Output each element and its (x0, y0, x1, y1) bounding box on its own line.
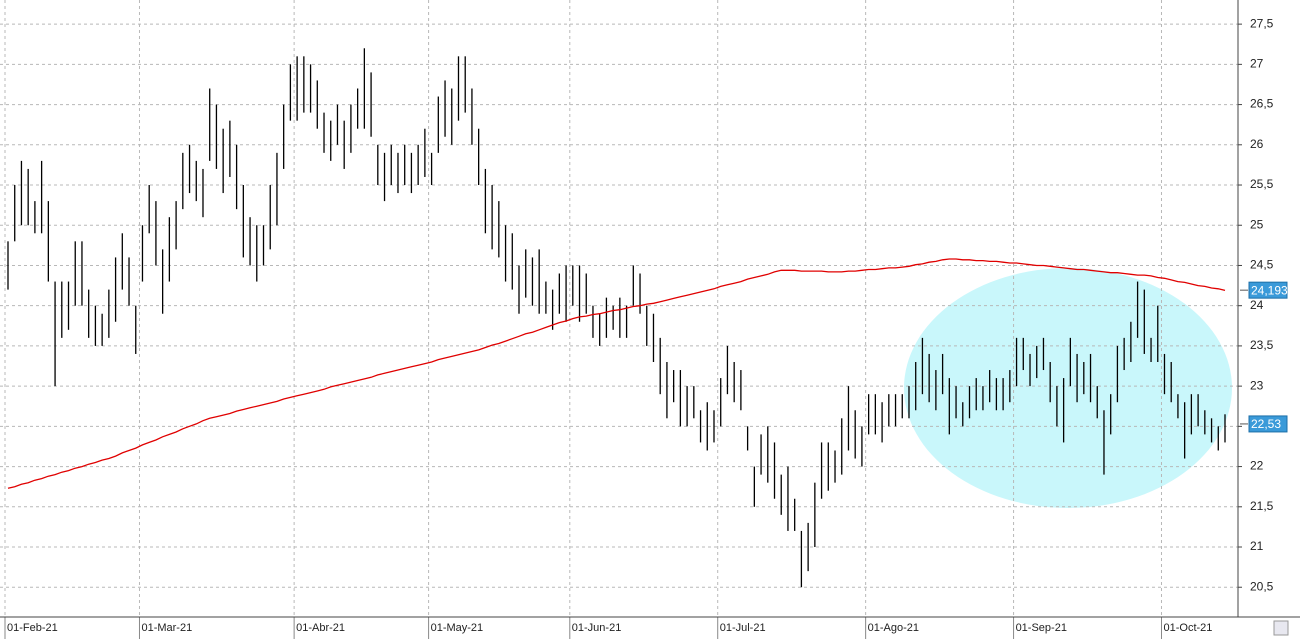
y-tick-label: 20,5 (1250, 579, 1274, 593)
y-tick-label: 25,5 (1250, 177, 1274, 191)
y-tick-label: 21 (1250, 539, 1264, 553)
marks (7, 48, 1226, 588)
x-tick-label: 01-Jul-21 (720, 622, 766, 634)
y-tick-label: 23,5 (1250, 338, 1274, 352)
y-tick-label: 24 (1250, 298, 1264, 312)
corner-icon[interactable] (1273, 620, 1289, 636)
x-tick-label: 01-Jun-21 (572, 622, 622, 634)
y-tick-label: 22 (1250, 459, 1264, 473)
x-tick-label: 01-May-21 (431, 622, 484, 634)
y-tick-label: 27 (1250, 57, 1264, 71)
x-tick-label: 01-Feb-21 (7, 622, 58, 634)
y-tick-label: 26,5 (1250, 97, 1274, 111)
last-price-label: 22,53 (1251, 417, 1281, 431)
y-tick-label: 25 (1250, 217, 1264, 231)
x-tick-label: 01-Abr-21 (296, 622, 345, 634)
y-tick-label: 24,5 (1250, 258, 1274, 272)
x-tick-label: 01-Mar-21 (141, 622, 192, 634)
labels: 20,52121,52222,52323,52424,52525,52626,5… (7, 16, 1288, 634)
grid (0, 0, 1242, 639)
ma-last-label: 24,193 (1251, 283, 1288, 297)
x-tick-label: 01-Ago-21 (868, 622, 919, 634)
y-tick-label: 23 (1250, 378, 1264, 392)
x-tick-label: 01-Sep-21 (1016, 622, 1067, 634)
x-tick-label: 01-Oct-21 (1163, 622, 1212, 634)
y-tick-label: 26 (1250, 137, 1264, 151)
moving-average-line (7, 258, 1226, 489)
highlight-ellipse (904, 268, 1232, 508)
last-price-box (1248, 415, 1288, 433)
y-tick-label: 27,5 (1250, 16, 1274, 30)
ma-last-box (1248, 281, 1288, 299)
y-tick-label: 21,5 (1250, 499, 1274, 513)
